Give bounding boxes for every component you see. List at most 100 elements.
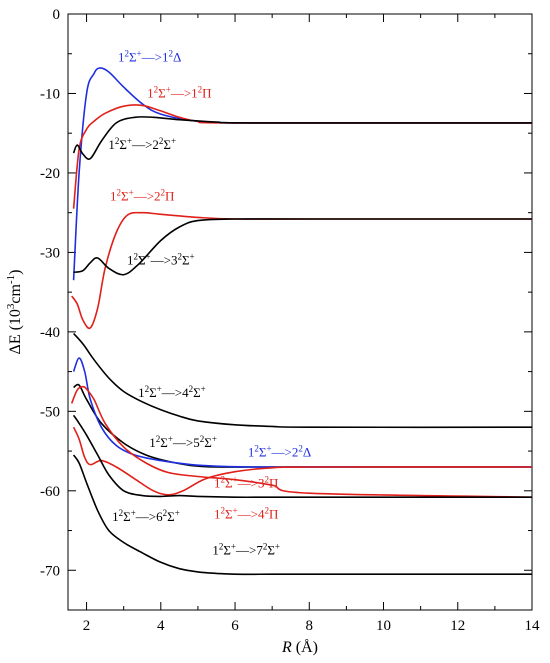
label-text: —>2 xyxy=(271,445,299,460)
label-superscript: + xyxy=(166,84,171,94)
series-label-5: 12Σ+—>42Σ+ xyxy=(138,384,206,400)
y-tick-label: -40 xyxy=(40,325,60,341)
label-text: Δ xyxy=(173,50,181,65)
label-superscript: 2 xyxy=(198,84,203,94)
label-superscript: 2 xyxy=(161,188,166,198)
series-line-3 xyxy=(71,211,532,330)
label-text: Σ xyxy=(160,435,168,450)
x-axis-variable: R xyxy=(281,639,292,656)
label-superscript: 2 xyxy=(115,136,120,146)
label-text: 1 xyxy=(118,50,125,65)
y-axis-text: ) xyxy=(7,270,24,275)
tick-group: 2 4 6 8 10 12 140-10-20-30-40-50-60-70 xyxy=(40,7,540,634)
label-superscript: 2 xyxy=(177,251,182,261)
label-text: —>2 xyxy=(133,189,161,204)
label-text: Σ xyxy=(204,435,212,450)
label-text: Σ xyxy=(193,385,201,400)
label-text: Π xyxy=(165,189,174,204)
series-label-3: 12Σ+—>22Π xyxy=(110,188,174,204)
label-text: Σ xyxy=(158,85,166,100)
label-superscript: 2 xyxy=(200,434,205,444)
label-text: —>1 xyxy=(141,50,169,65)
label-superscript: 2 xyxy=(219,541,224,551)
label-superscript: + xyxy=(275,541,280,551)
y-tick-label: -60 xyxy=(40,484,60,500)
label-text: Δ xyxy=(303,445,311,460)
label-superscript: 2 xyxy=(163,508,168,518)
label-text: Σ xyxy=(123,509,131,524)
plot-frame xyxy=(67,13,533,611)
label-text: Σ xyxy=(163,137,171,152)
label-text: Σ xyxy=(182,252,190,267)
label-superscript: 2 xyxy=(298,444,303,454)
label-superscript: 2 xyxy=(254,444,259,454)
y-tick-label: 0 xyxy=(53,7,61,23)
label-text: Σ xyxy=(267,542,275,557)
y-tick-label: -20 xyxy=(40,166,60,182)
label-text: Σ xyxy=(121,189,129,204)
x-tick-label: 8 xyxy=(306,618,314,634)
label-text: 1 xyxy=(248,445,255,460)
label-superscript: 2 xyxy=(264,475,269,485)
series-label-6: 12Σ+—>52Σ+ xyxy=(149,434,217,450)
label-superscript: 2 xyxy=(119,508,124,518)
x-tick-label: 4 xyxy=(157,618,165,634)
label-text: Π xyxy=(202,85,211,100)
label-text: 1 xyxy=(147,85,154,100)
label-superscript: + xyxy=(157,384,162,394)
series-line-5 xyxy=(73,332,533,429)
label-text: Σ xyxy=(259,445,267,460)
label-superscript: + xyxy=(190,251,195,261)
label-text: —>7 xyxy=(235,542,263,557)
label-superscript: 2 xyxy=(124,49,129,59)
y-axis-title: ΔE (103cm-1) xyxy=(5,270,24,355)
label-text: 1 xyxy=(149,435,156,450)
label-text: —>1 xyxy=(170,85,198,100)
y-axis-superscript: -1 xyxy=(5,275,17,284)
y-tick-label: -70 xyxy=(40,563,60,579)
label-text: Σ xyxy=(225,507,233,522)
x-tick-label: 10 xyxy=(376,618,391,634)
x-tick-label: 2 xyxy=(83,618,91,634)
series-label-2: 12Σ+—>22Σ+ xyxy=(108,136,176,152)
label-text: Σ xyxy=(167,509,175,524)
label-superscript: + xyxy=(212,434,217,444)
label-text: 1 xyxy=(110,189,117,204)
label-text: —>4 xyxy=(237,507,265,522)
label-superscript: 2 xyxy=(145,384,150,394)
label-superscript: + xyxy=(175,508,180,518)
label-superscript: 2 xyxy=(168,49,173,59)
label-text: Σ xyxy=(119,137,127,152)
y-axis-text: ΔE (10 xyxy=(7,309,24,354)
y-axis-text: cm xyxy=(7,283,24,303)
label-superscript: + xyxy=(131,508,136,518)
series-label-group: 12Σ+—>12Δ12Σ+—>12Π12Σ+—>22Σ+12Σ+—>22Π12Σ… xyxy=(108,49,311,558)
x-tick-label: 14 xyxy=(525,618,541,634)
label-text: —>4 xyxy=(161,385,189,400)
series-line-9 xyxy=(70,385,533,498)
label-superscript: + xyxy=(171,136,176,146)
x-tick-label: 12 xyxy=(450,618,465,634)
label-text: Σ xyxy=(149,385,157,400)
label-superscript: 2 xyxy=(220,506,225,516)
label-superscript: + xyxy=(201,384,206,394)
label-superscript: + xyxy=(233,475,238,485)
label-superscript: + xyxy=(129,188,134,198)
series-label-9: 12Σ+—>42Π xyxy=(214,506,278,522)
label-superscript: 2 xyxy=(133,251,138,261)
label-text: —>5 xyxy=(172,435,200,450)
label-text: Σ xyxy=(223,542,231,557)
label-text: —>6 xyxy=(135,509,163,524)
label-superscript: 2 xyxy=(220,475,225,485)
x-tick-label: 6 xyxy=(231,618,239,634)
label-superscript: + xyxy=(127,136,132,146)
label-text: Σ xyxy=(225,476,233,491)
series-line-11 xyxy=(72,454,532,576)
series-group xyxy=(70,67,533,576)
label-text: —>2 xyxy=(131,137,159,152)
label-text: 1 xyxy=(214,507,221,522)
label-superscript: + xyxy=(266,444,271,454)
label-text: 1 xyxy=(212,542,219,557)
series-label-10: 12Σ+—>62Σ+ xyxy=(112,508,180,524)
y-tick-label: -30 xyxy=(40,245,60,261)
